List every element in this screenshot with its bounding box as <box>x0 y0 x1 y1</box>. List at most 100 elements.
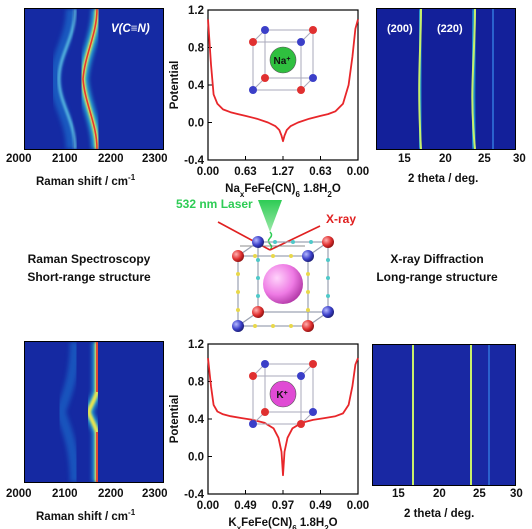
bottom-chart-x-tick-label: 0.00 <box>197 500 219 512</box>
xrd-top-heatmap-image <box>377 9 515 149</box>
top-chart-xlabel-part: 2 <box>327 190 332 199</box>
top-chart-y-tick-label: 0.8 <box>188 43 205 55</box>
top-chart-ion-symbol: Na <box>274 56 287 67</box>
raman-bottom-tick-1: 2000 <box>6 488 32 500</box>
xrd-top-peak-220: (220) <box>437 23 463 35</box>
top-chart-plot-frame <box>207 9 359 161</box>
bottom-chart-ylabel: Potential <box>169 395 181 444</box>
top-chart-x-tick-label: 0.00 <box>347 166 369 178</box>
top-chart-x-tick-label: 0.00 <box>197 166 219 178</box>
bottom-chart-xlabel-part: 6 <box>292 524 297 529</box>
xrd-bottom-xlabel: 2 theta / deg. <box>404 508 475 520</box>
bottom-chart-y-tick-label: 1.2 <box>188 339 204 351</box>
fe-site-blue <box>232 320 244 332</box>
top-chart-crystal-inset: Na+ <box>249 26 317 94</box>
potential-chart-top: -0.4 0.0 0.4 0.8 1.2 0.00 0.63 1.27 0.63 0.00 Pote… <box>169 5 369 199</box>
xrd-top-tick-1: 15 <box>398 153 411 165</box>
bottom-chart-xlabel-part: 2 <box>324 524 329 529</box>
fe-site-blue <box>302 250 314 262</box>
bottom-chart-crystal-inset: K+ <box>249 360 317 428</box>
bottom-chart-fe-site <box>309 360 317 368</box>
xrd-top-xlabel: 2 theta / deg. <box>408 173 479 185</box>
top-chart-ion-sphere <box>269 46 297 74</box>
top-chart-x-tick-label: 0.63 <box>309 166 331 178</box>
crystal-setup-diagram <box>217 200 334 332</box>
bottom-chart-y-tick-label: -0.4 <box>184 489 204 501</box>
top-chart-xlabel-part: Na <box>225 183 240 195</box>
bottom-chart-fe-site <box>261 360 269 368</box>
raman-method-subtitle: Short-range structure <box>27 270 151 284</box>
bottom-chart-fe-site <box>261 408 269 416</box>
top-chart-fe-site <box>297 86 305 94</box>
top-chart-cube-back <box>264 29 314 79</box>
xrd-top-tick-3: 25 <box>478 153 491 165</box>
top-chart-ylabel: Potential <box>169 61 181 110</box>
bottom-chart-x-tick-label: 0.49 <box>234 500 256 512</box>
bottom-chart-xlabel-part: x <box>237 524 242 529</box>
raman-bottom-xlabel-text: Raman shift / cm <box>36 510 129 523</box>
xrd-method-subtitle: Long-range structure <box>376 270 498 284</box>
raman-method-name: Raman Spectroscopy <box>27 252 151 266</box>
top-chart-fe-site <box>309 26 317 34</box>
top-chart-fe-site <box>297 38 305 46</box>
raman-top-heatmap: V(C≡N) <box>24 8 164 150</box>
bottom-chart-ion-charge: + <box>284 390 288 397</box>
potential-chart-bottom: -0.4 0.0 0.4 0.8 1.2 0.00 0.49 0.97 0.49 0.00 Pote… <box>169 339 369 529</box>
raman-top-xlabel-sup: -1 <box>128 173 136 182</box>
bottom-chart-xlabel: KxFeFe(CN)6 1.8H2O <box>228 517 337 529</box>
top-chart-ion-charge: + <box>286 56 290 63</box>
bottom-chart-fe-site <box>297 372 305 380</box>
bottom-chart-x-tick-label: 0.97 <box>272 500 294 512</box>
fe-site-red <box>252 306 264 318</box>
laser-label: 532 nm Laser <box>176 197 253 211</box>
top-chart-ion-label: Na+ <box>274 56 291 68</box>
bottom-chart-y-tick-label: 0.8 <box>188 377 205 389</box>
top-chart-curve <box>207 19 359 143</box>
raman-bottom-xlabel: Raman shift / cm-1 <box>36 508 135 523</box>
xrd-top-heatmap: (200) (220) <box>376 8 516 150</box>
xrd-bottom-heatmap-image <box>373 345 515 485</box>
bottom-chart-xlabel-part: FeFe(CN) <box>241 517 292 529</box>
bottom-chart-y-tick-label: 0.0 <box>188 452 204 464</box>
bottom-chart-fe-site <box>309 408 317 416</box>
xrd-bottom-tick-2: 20 <box>433 488 446 500</box>
bottom-chart-x-tick-label: 0.00 <box>347 500 369 512</box>
xray-label: X-ray <box>326 212 357 226</box>
central-ion-sphere <box>263 264 303 304</box>
raman-top-annotation: V(C≡N) <box>111 23 150 35</box>
bottom-chart-fe-site <box>297 420 305 428</box>
raman-bottom-xlabel-sup: -1 <box>128 508 136 517</box>
bottom-chart-xlabel-part: O <box>329 517 338 529</box>
raman-top-tick-3: 2200 <box>98 153 124 165</box>
raman-top-tick-4: 2300 <box>142 153 168 165</box>
xrd-bottom-heatmap <box>372 344 516 486</box>
top-chart-xlabel-part: x <box>240 190 245 199</box>
xrd-method-name: X-ray Diffraction <box>390 252 484 266</box>
raman-bottom-tick-2: 2100 <box>52 488 78 500</box>
fe-site-blue <box>252 236 264 248</box>
xrd-top-tick-4: 30 <box>513 153 526 165</box>
top-chart-xlabel-part: 1.8H <box>300 183 328 195</box>
bottom-chart-cube-back <box>264 363 314 413</box>
fe-site-red <box>232 250 244 262</box>
fe-site-red <box>322 236 334 248</box>
top-chart-xlabel: NaxFeFe(CN)6 1.8H2O <box>225 183 341 199</box>
bottom-chart-ion-sphere <box>269 380 297 408</box>
top-chart-fe-site <box>261 74 269 82</box>
top-chart-cube-front <box>252 41 302 91</box>
raman-bottom-heatmap-image <box>25 342 163 482</box>
bottom-chart-fe-site <box>249 420 257 428</box>
bottom-chart-cube-front <box>252 375 302 425</box>
cn-linkers <box>236 254 310 328</box>
xrd-bottom-tick-1: 15 <box>392 488 405 500</box>
laser-beam <box>258 200 282 232</box>
top-chart-y-tick-label: 0.4 <box>188 80 205 92</box>
raman-top-tick-2: 2100 <box>52 153 78 165</box>
top-chart-y-tick-label: -0.4 <box>184 155 204 167</box>
xrd-top-tick-2: 20 <box>439 153 452 165</box>
bottom-chart-xlabel-part: 1.8H <box>297 517 325 529</box>
bottom-chart-x-tick-label: 0.49 <box>309 500 331 512</box>
xrd-bottom-tick-3: 25 <box>473 488 486 500</box>
xrd-bottom-tick-4: 30 <box>510 488 523 500</box>
raman-top-xlabel: Raman shift / cm-1 <box>36 173 135 188</box>
